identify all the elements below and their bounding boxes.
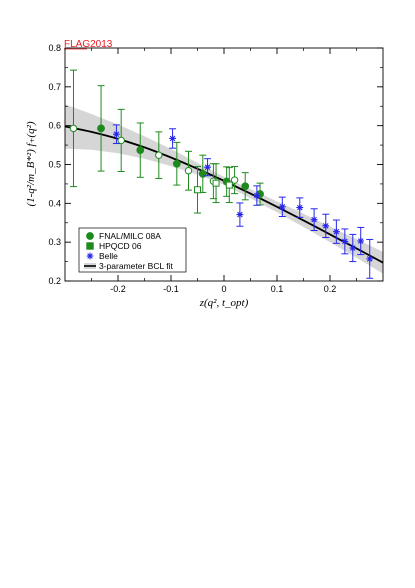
y-tick-label: 0.5	[48, 160, 61, 170]
legend-item: Belle	[86, 251, 118, 261]
data-point	[194, 165, 201, 214]
data-point	[357, 226, 365, 256]
point-marker	[155, 151, 163, 159]
data-point	[172, 141, 181, 186]
data-point	[310, 208, 318, 232]
x-tick-label: 0	[221, 284, 226, 294]
data-point	[97, 85, 105, 172]
data-point	[230, 165, 239, 195]
point-marker	[225, 181, 233, 189]
point-marker	[278, 203, 286, 211]
series-hpqcd-06	[194, 163, 233, 214]
y-tick-label: 0.4	[48, 198, 61, 208]
stamp-text: FLAG2013	[64, 39, 113, 50]
data-point	[212, 163, 220, 204]
point-marker	[349, 244, 357, 252]
y-tick-label: 0.7	[48, 82, 61, 92]
point-marker	[253, 192, 261, 199]
flag-stamp: FLAG2013	[64, 39, 113, 50]
data-point	[69, 69, 78, 188]
legend-label: FNAL/MILC 08A	[99, 231, 161, 241]
data-point	[341, 228, 349, 255]
y-tick-label: 0.8	[48, 43, 61, 53]
axis-ticks-layer: -0.2 -0.1 0 0.1 0.2 0.2 0.3 0.4 0.5 0.6 0.7 0.8	[48, 43, 383, 294]
legend-item: HPQCD 06	[86, 241, 142, 251]
point-marker	[204, 163, 211, 171]
legend-box	[78, 227, 187, 273]
data-point	[332, 219, 340, 244]
x-tick-label: -0.1	[163, 284, 179, 294]
data-point	[225, 167, 233, 204]
point-marker	[117, 136, 125, 145]
data-points-layer	[69, 69, 374, 279]
point-marker	[194, 186, 201, 194]
point-marker	[113, 130, 120, 138]
y-tick-label: 0.2	[48, 276, 61, 286]
y-tick-label: 0.6	[48, 121, 61, 131]
data-point	[169, 128, 177, 149]
legend-label: HPQCD 06	[99, 241, 142, 251]
point-marker	[322, 222, 330, 230]
legend-label: 3-parameter BCL fit	[99, 261, 173, 271]
data-point	[184, 150, 193, 191]
data-point	[322, 213, 330, 239]
point-marker	[169, 135, 176, 142]
point-marker	[97, 124, 105, 133]
data-point	[366, 238, 374, 279]
point-marker	[172, 159, 181, 168]
point-marker	[357, 237, 365, 245]
x-axis-label: z(q², t_opt)	[199, 297, 249, 309]
series-belle	[112, 124, 374, 279]
point-marker	[310, 216, 318, 224]
point-marker	[69, 124, 78, 133]
point-marker	[241, 182, 250, 191]
point-marker	[341, 237, 349, 245]
legend-marker	[86, 242, 94, 250]
point-marker	[236, 211, 244, 218]
x-tick-label: 0.2	[324, 284, 337, 294]
data-point	[241, 172, 250, 201]
legend-marker	[86, 232, 94, 240]
data-point	[117, 108, 125, 172]
legend-item: FNAL/MILC 08A	[86, 231, 161, 241]
x-tick-label: -0.2	[110, 284, 126, 294]
data-point	[136, 122, 145, 178]
legend-label: Belle	[99, 251, 118, 261]
point-marker	[296, 204, 304, 212]
point-marker	[212, 179, 220, 187]
point-marker	[136, 146, 145, 155]
point-marker	[366, 255, 374, 263]
data-point	[278, 196, 286, 218]
point-marker	[332, 228, 340, 236]
y-axis-label: (1-q²/m_B*²) f₊(q²)	[25, 121, 37, 206]
legend-item: 3-parameter BCL fit	[84, 261, 173, 271]
data-point	[296, 197, 304, 218]
data-point	[349, 233, 357, 263]
y-tick-label: 0.3	[48, 237, 61, 247]
point-marker	[184, 167, 193, 175]
data-point	[204, 158, 212, 177]
x-tick-label: 0.1	[271, 284, 284, 294]
data-point	[236, 202, 244, 227]
data-point	[155, 131, 163, 179]
data-point	[112, 124, 120, 145]
point-marker	[230, 176, 239, 184]
legend-marker	[86, 252, 94, 260]
data-point	[253, 185, 261, 206]
